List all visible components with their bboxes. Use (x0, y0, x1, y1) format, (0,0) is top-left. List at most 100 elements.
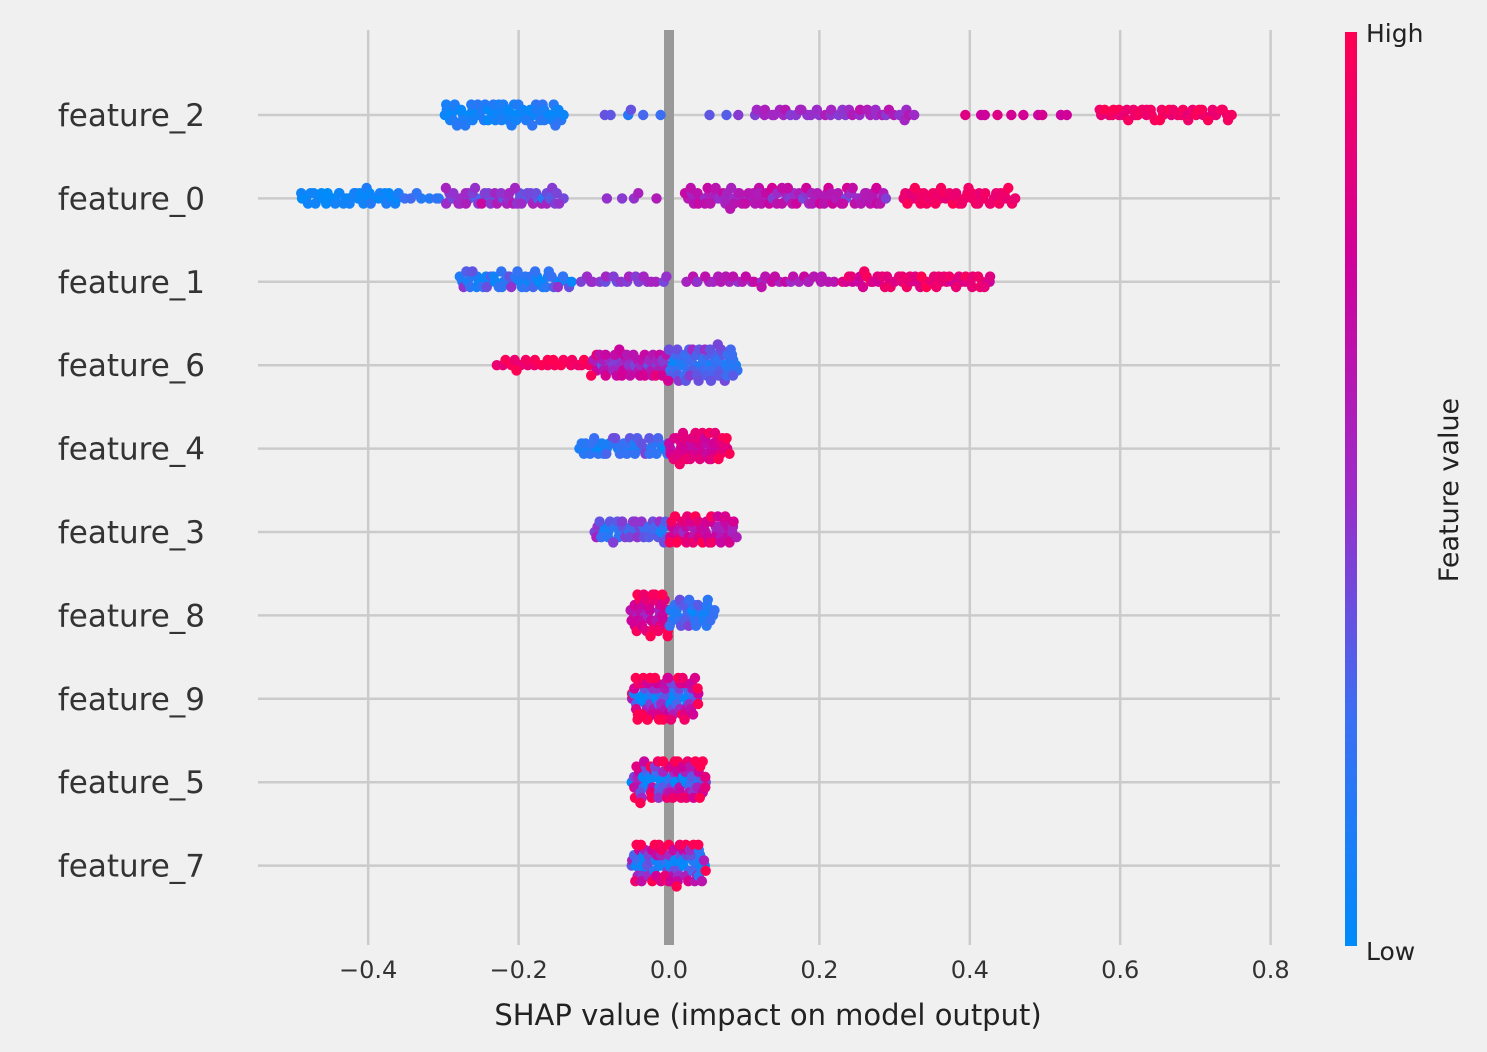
colorbar-title: Feature value (1434, 398, 1465, 582)
feature-label: feature_3 (58, 515, 205, 551)
shap-point (558, 109, 569, 121)
shap-point (652, 433, 664, 444)
shap-point (649, 672, 661, 684)
shap-point (433, 193, 444, 204)
shap-point (600, 271, 612, 282)
shap-point (512, 266, 523, 277)
shap-point (511, 365, 522, 376)
shap-point (586, 370, 597, 381)
shap-point (857, 281, 869, 293)
shap-point (322, 188, 333, 199)
shap-point (909, 182, 921, 194)
shap-point (650, 276, 662, 287)
shap-point (727, 271, 739, 282)
shap-point (881, 271, 893, 282)
shap-point (630, 271, 641, 282)
shap-point (1010, 193, 1021, 204)
shap-point (1217, 104, 1228, 116)
shap-point (552, 281, 564, 293)
shap-point (476, 198, 487, 209)
shap-point (334, 188, 345, 199)
shap-point (950, 281, 962, 293)
shap-point (1145, 104, 1156, 116)
x-tick-label: −0.4 (339, 956, 397, 984)
shap-point (645, 631, 656, 642)
shap-point (308, 188, 319, 199)
shap-point (819, 198, 830, 209)
shap-point (557, 271, 569, 282)
shap-point (687, 709, 699, 720)
shap-point (897, 271, 908, 282)
shap-point (587, 276, 598, 287)
shap-point (698, 855, 710, 866)
shap-point (616, 193, 628, 204)
shap-point (756, 281, 767, 293)
x-tick-label: 0.8 (1252, 956, 1290, 984)
shap-point (862, 104, 873, 116)
shap-point (702, 182, 713, 194)
shap-point (854, 104, 866, 116)
colorbar: High Low Feature value (1345, 19, 1465, 966)
x-tick-label: 0.4 (951, 956, 989, 984)
shap-point (1154, 115, 1166, 126)
shap-point (992, 109, 1003, 121)
shap-point (710, 182, 721, 194)
shap-point (808, 271, 820, 282)
shap-point (677, 672, 688, 684)
shap-point (734, 188, 745, 199)
shap-point (636, 438, 647, 449)
shap-point (621, 448, 632, 459)
shap-point (731, 532, 742, 543)
shap-point (624, 370, 636, 381)
shap-point (684, 370, 696, 381)
shap-point (705, 375, 717, 386)
shap-point (653, 792, 664, 803)
feature-label: feature_6 (58, 348, 205, 384)
shap-point (812, 188, 823, 199)
shap-point (657, 589, 668, 600)
feature-label: feature_0 (58, 181, 205, 217)
shap-point (516, 198, 527, 209)
shap-point (600, 370, 611, 381)
shap-point (985, 198, 996, 209)
shap-point (616, 370, 627, 381)
shap-point (756, 198, 767, 209)
shap-point (706, 537, 717, 548)
shap-point (529, 266, 541, 277)
shap-point (455, 104, 467, 116)
shap-point (517, 104, 529, 116)
feature-label: feature_8 (58, 598, 205, 634)
shap-point (441, 99, 452, 110)
shap-point (657, 756, 669, 767)
shap-point (302, 198, 314, 209)
shap-point (644, 433, 655, 444)
shap-point (330, 198, 341, 209)
shap-point (631, 761, 642, 772)
shap-point (638, 109, 649, 121)
shap-point (694, 792, 705, 803)
shap-point (1018, 109, 1029, 121)
shap-point (1006, 109, 1017, 121)
shap-point (726, 349, 738, 360)
shap-point (625, 104, 637, 116)
shap-point (638, 271, 649, 282)
x-axis-title: SHAP value (impact on model output) (494, 998, 1041, 1032)
shap-point (608, 537, 619, 548)
shap-point (344, 198, 355, 209)
grid (258, 30, 1280, 945)
feature-label: feature_5 (58, 765, 205, 801)
shap-point (721, 109, 732, 121)
shap-point (909, 109, 920, 121)
shap-point (709, 605, 720, 616)
feature-label: feature_1 (58, 265, 205, 301)
shap-point (672, 344, 683, 355)
x-tick-label: 0.2 (800, 956, 838, 984)
shap-point (520, 354, 531, 366)
shap-point (683, 594, 695, 605)
shap-point (509, 182, 521, 194)
feature-labels: feature_2 feature_0 feature_1 feature_6feat… (58, 98, 205, 885)
shap-point (681, 792, 692, 803)
shap-point (696, 876, 708, 887)
shap-point (589, 433, 600, 444)
